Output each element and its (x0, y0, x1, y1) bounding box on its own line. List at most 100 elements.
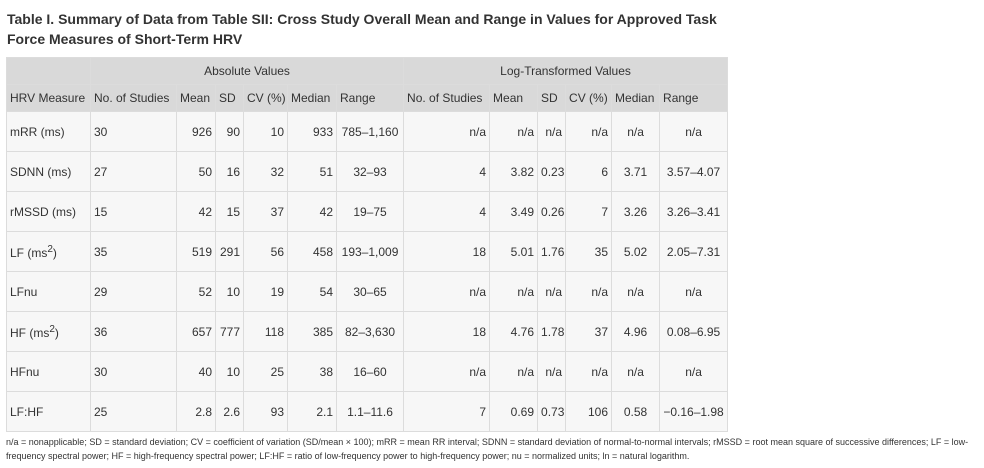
cell-abs-mean: 519 (176, 231, 216, 272)
cell-measure: HFnu (6, 351, 91, 392)
cell-log-sd: 0.73 (537, 391, 567, 432)
cell-abs-sd: 2.6 (215, 391, 244, 432)
cell-abs-studies: 27 (90, 151, 177, 192)
column-header-abs-sd: SD (215, 84, 244, 112)
table-row: SDNN (ms) 27 50 16 32 51 32–93 4 3.82 0.23 6 3.71 3.… (6, 151, 729, 192)
cell-log-mean: n/a (489, 351, 539, 392)
cell-log-studies: 18 (403, 311, 491, 352)
cell-log-range: 3.26–3.41 (659, 191, 729, 232)
cell-log-median: n/a (611, 111, 661, 152)
cell-log-cv: n/a (565, 111, 613, 152)
table-row: HF (ms2) 36 657 777 118 385 82–3,630 18 4.76 1.78… (6, 311, 729, 352)
cell-log-cv: 35 (565, 231, 613, 272)
cell-log-mean: n/a (489, 111, 539, 152)
cell-abs-sd: 291 (215, 231, 244, 272)
cell-abs-cv: 25 (243, 351, 288, 392)
cell-log-mean: 3.49 (489, 191, 539, 232)
cell-log-range: 3.57–4.07 (659, 151, 729, 192)
measure-label: LFnu (10, 284, 38, 299)
measure-superscript: 2 (49, 323, 55, 335)
table-row: HFnu 30 40 10 25 38 16–60 n/a n/a n/a n/a n/a n/a (6, 351, 729, 392)
cell-abs-cv: 37 (243, 191, 288, 232)
cell-abs-median: 51 (287, 151, 337, 192)
cell-log-studies: 7 (403, 391, 491, 432)
measure-label: LF (ms (10, 245, 48, 260)
cell-abs-cv: 19 (243, 271, 288, 312)
cell-log-sd: 0.23 (537, 151, 567, 192)
cell-log-cv: 106 (565, 391, 613, 432)
cell-abs-mean: 42 (176, 191, 216, 232)
measure-label: HFnu (10, 364, 40, 379)
cell-abs-studies: 25 (90, 391, 177, 432)
cell-abs-mean: 2.8 (176, 391, 216, 432)
cell-abs-mean: 926 (176, 111, 216, 152)
cell-log-cv: n/a (565, 271, 613, 312)
cell-log-cv: 6 (565, 151, 613, 192)
column-header-abs-range: Range (335, 84, 405, 112)
cell-measure: LF (ms2) (6, 231, 91, 272)
cell-log-range: 2.05–7.31 (659, 231, 729, 272)
cell-abs-range: 193–1,009 (335, 231, 405, 272)
column-header-abs-median: Median (287, 84, 337, 112)
cell-log-sd: n/a (537, 111, 567, 152)
cell-abs-studies: 30 (90, 111, 177, 152)
cell-log-studies: n/a (403, 271, 491, 312)
column-header-abs-mean: Mean (176, 84, 216, 112)
cell-abs-median: 54 (287, 271, 337, 312)
cell-log-median: 0.58 (611, 391, 661, 432)
cell-abs-median: 458 (287, 231, 337, 272)
cell-log-range: n/a (659, 351, 729, 392)
measure-label-tail: ) (54, 325, 59, 340)
column-header-log-median: Median (611, 84, 661, 112)
cell-abs-studies: 35 (90, 231, 177, 272)
table-body: mRR (ms) 30 926 90 10 933 785–1,160 n/a n/a n/a n/… (6, 111, 729, 432)
cell-abs-range: 30–65 (335, 271, 405, 312)
measure-label: SDNN (ms) (10, 164, 72, 179)
cell-abs-mean: 50 (176, 151, 216, 192)
cell-abs-range: 16–60 (335, 351, 405, 392)
cell-log-mean: 5.01 (489, 231, 539, 272)
cell-measure: rMSSD (ms) (6, 191, 91, 232)
column-header-abs-cv: CV (%) (243, 84, 288, 112)
cell-log-median: 3.26 (611, 191, 661, 232)
column-header-measure: HRV Measure (6, 84, 91, 112)
cell-abs-range: 19–75 (335, 191, 405, 232)
cell-log-studies: n/a (403, 111, 491, 152)
group-header-log: Log-Transformed Values (403, 57, 729, 85)
measure-superscript: 2 (47, 243, 53, 255)
cell-abs-cv: 32 (243, 151, 288, 192)
cell-abs-median: 2.1 (287, 391, 337, 432)
cell-abs-range: 82–3,630 (335, 311, 405, 352)
cell-log-median: n/a (611, 271, 661, 312)
cell-abs-sd: 90 (215, 111, 244, 152)
column-header-log-range: Range (659, 84, 729, 112)
column-header-log-sd: SD (537, 84, 567, 112)
cell-abs-cv: 10 (243, 111, 288, 152)
cell-abs-sd: 15 (215, 191, 244, 232)
cell-measure: mRR (ms) (6, 111, 91, 152)
group-header-row: Absolute Values Log-Transformed Values (6, 57, 729, 85)
cell-log-mean: 4.76 (489, 311, 539, 352)
cell-abs-mean: 657 (176, 311, 216, 352)
group-header-absolute: Absolute Values (89, 57, 405, 85)
table-row: mRR (ms) 30 926 90 10 933 785–1,160 n/a n/a n/a n/… (6, 111, 729, 152)
cell-log-range: −0.16–1.98 (659, 391, 729, 432)
cell-abs-median: 933 (287, 111, 337, 152)
column-header-log-mean: Mean (489, 84, 539, 112)
measure-label: HF (ms (10, 325, 50, 340)
column-header-log-studies: No. of Studies (403, 84, 491, 112)
cell-log-sd: 1.76 (537, 231, 567, 272)
cell-measure: HF (ms2) (6, 311, 91, 352)
cell-measure: LFnu (6, 271, 91, 312)
cell-log-range: n/a (659, 111, 729, 152)
cell-abs-range: 785–1,160 (335, 111, 405, 152)
table-row: LFnu 29 52 10 19 54 30–65 n/a n/a n/a n/a n/a n/a (6, 271, 729, 312)
cell-log-cv: 37 (565, 311, 613, 352)
cell-abs-cv: 56 (243, 231, 288, 272)
table-row: LF (ms2) 35 519 291 56 458 193–1,009 18 5.01 1.76… (6, 231, 729, 272)
measure-label: rMSSD (ms) (10, 204, 76, 219)
cell-log-cv: 7 (565, 191, 613, 232)
cell-measure: SDNN (ms) (6, 151, 91, 192)
cell-abs-cv: 118 (243, 311, 288, 352)
cell-abs-studies: 29 (90, 271, 177, 312)
